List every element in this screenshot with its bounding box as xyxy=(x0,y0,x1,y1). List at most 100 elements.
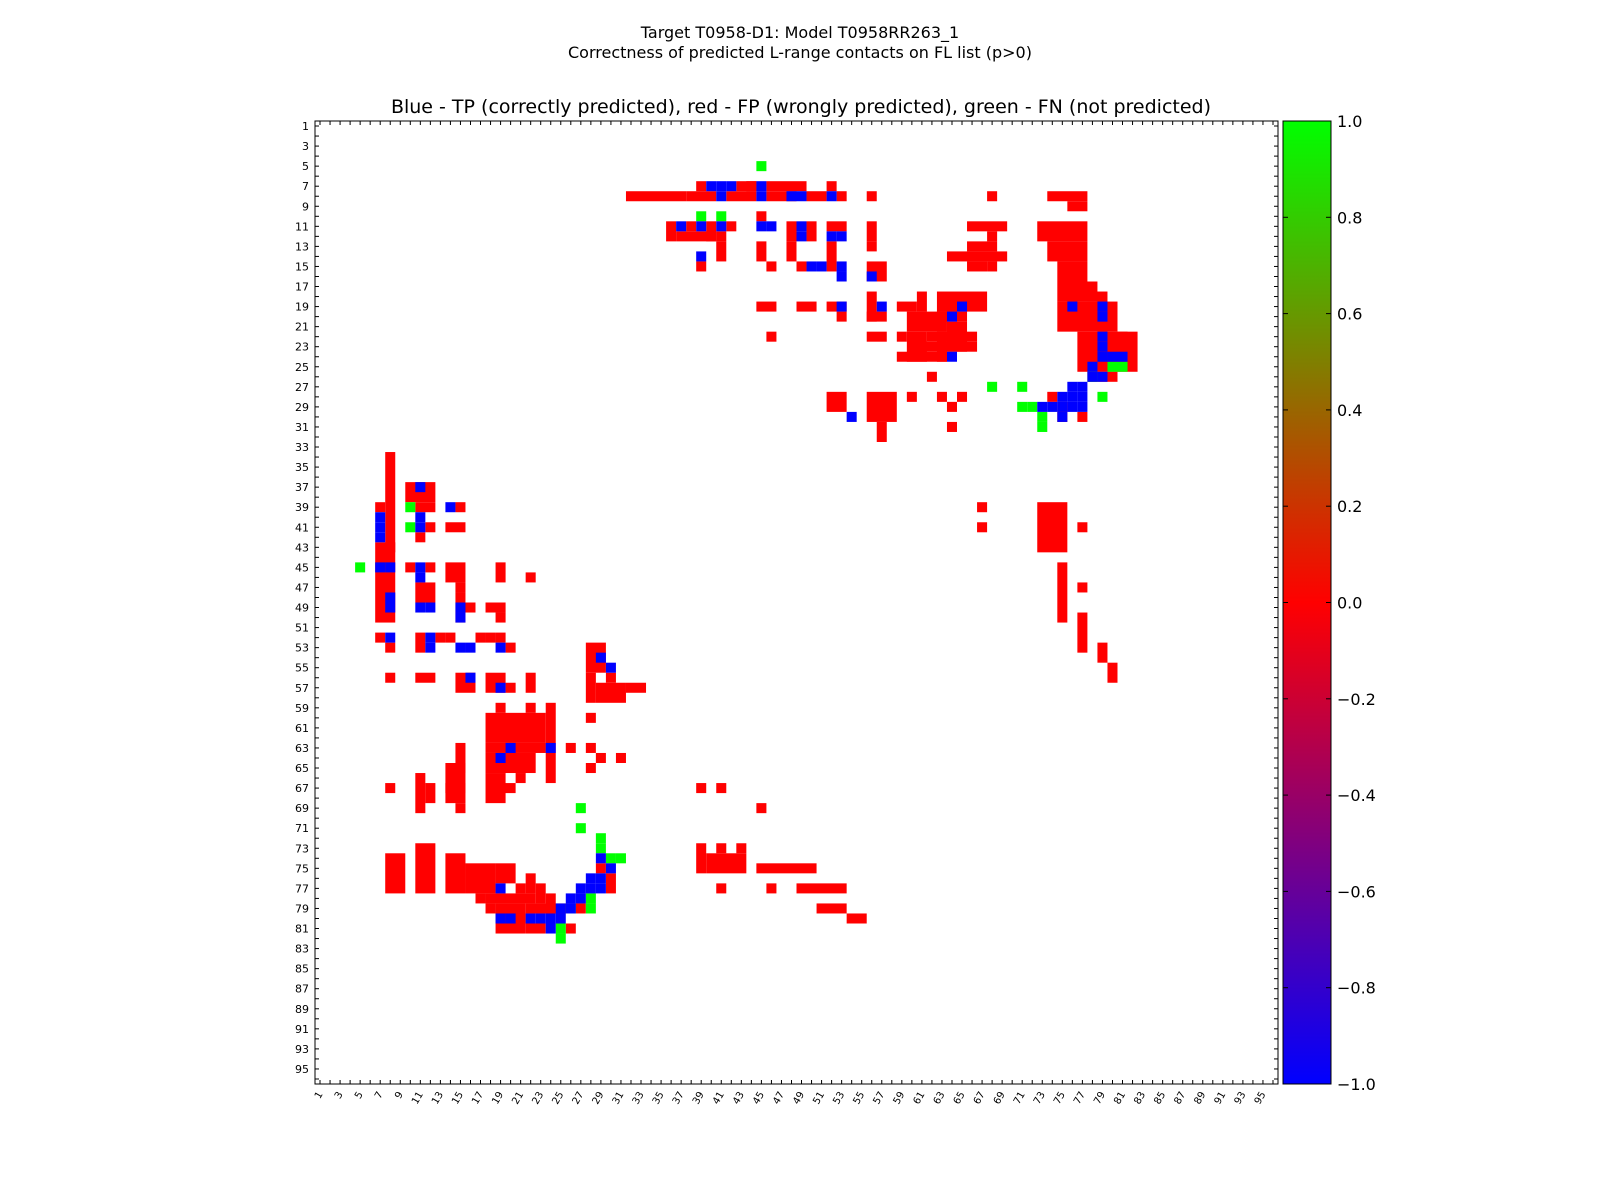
cell-fn xyxy=(756,161,767,172)
y-tick-label: 35 xyxy=(295,461,309,474)
cell-tp xyxy=(605,662,616,673)
cell-fp-group xyxy=(1057,301,1118,332)
cell-fp-group xyxy=(806,191,827,202)
cell-fp-group xyxy=(696,843,707,874)
cell-fn xyxy=(696,211,707,222)
cell-fp-group xyxy=(957,391,968,402)
y-tick-label: 45 xyxy=(295,561,309,574)
cell-fp-group xyxy=(766,883,777,894)
cell-fp-group xyxy=(696,181,707,192)
cell-fp-group xyxy=(696,261,707,272)
y-tick-label: 65 xyxy=(295,762,309,775)
cell-tp xyxy=(495,913,506,924)
cell-fp-group xyxy=(535,883,546,904)
cell-fp-group xyxy=(455,502,466,513)
cell-fp-group xyxy=(686,221,697,232)
x-tick-label: 33 xyxy=(631,1090,647,1107)
y-tick-label: 7 xyxy=(302,180,309,193)
cell-tp xyxy=(495,682,506,693)
cell-fp-group xyxy=(896,331,907,342)
cell-tp xyxy=(415,512,426,523)
y-tick-label: 63 xyxy=(295,742,309,755)
cell-tp xyxy=(1057,411,1068,422)
cell-tp xyxy=(455,612,466,623)
cell-fp-group xyxy=(385,783,396,794)
cell-fp-group xyxy=(1047,191,1088,202)
cell-fp-group xyxy=(495,863,516,884)
cell-fn xyxy=(585,893,596,904)
cell-fp-group xyxy=(445,522,466,533)
y-tick-label: 49 xyxy=(295,602,309,615)
y-tick-label: 67 xyxy=(295,782,309,795)
cell-fp-group xyxy=(485,632,496,643)
y-tick-label: 31 xyxy=(295,421,309,434)
y-tick-label: 91 xyxy=(295,1023,309,1036)
cell-fp-group xyxy=(1067,201,1088,212)
x-tick-label: 1 xyxy=(313,1090,326,1101)
cell-fp-group xyxy=(475,632,486,643)
cell-tp xyxy=(796,221,807,232)
cell-fp-group xyxy=(425,562,436,573)
x-tick-label: 35 xyxy=(651,1090,667,1107)
colorbar-tick-label: 0.2 xyxy=(1337,497,1362,516)
cell-fn xyxy=(405,502,416,513)
cell-fp-group xyxy=(936,331,947,362)
cell-tp xyxy=(806,261,817,272)
cell-fp-group xyxy=(686,191,717,202)
x-tick-label: 15 xyxy=(450,1090,466,1107)
cell-tp xyxy=(555,903,566,914)
cell-tp xyxy=(595,873,606,884)
cell-fp-group xyxy=(1077,612,1088,653)
cell-fp-group xyxy=(716,241,727,262)
y-tick-label: 33 xyxy=(295,441,309,454)
cell-tp xyxy=(866,271,877,282)
cell-fp-group xyxy=(415,502,436,513)
cell-tp xyxy=(1057,391,1068,402)
cell-fn xyxy=(595,833,606,844)
x-tick-label: 23 xyxy=(530,1090,546,1107)
cell-fp-group xyxy=(666,221,677,242)
y-tick-label: 95 xyxy=(295,1063,309,1076)
cell-tp xyxy=(385,632,396,643)
x-tick-label: 9 xyxy=(393,1090,406,1101)
y-tick-label: 53 xyxy=(295,642,309,655)
cell-tp xyxy=(445,502,456,513)
cell-fp-group xyxy=(1037,502,1068,553)
cell-tp xyxy=(455,602,466,613)
cell-fp-group xyxy=(1087,291,1108,302)
cell-tp xyxy=(575,893,586,904)
cell-fp-group xyxy=(946,421,957,432)
cell-tp xyxy=(465,672,476,683)
cell-tp xyxy=(425,632,436,643)
plot-area-frame xyxy=(314,120,1279,1085)
cell-tp xyxy=(716,221,727,232)
x-axis-tick-labels: 1 3 5 7 9 11 13 15 17 19 21 23 25 27 29 31 33 35 37 39 41 43 4… xyxy=(313,1090,1269,1107)
heatmap-cells xyxy=(355,161,1138,944)
cell-fp-group xyxy=(916,291,927,312)
x-tick-label: 71 xyxy=(1012,1090,1028,1107)
cell-tp xyxy=(555,913,566,924)
cell-fp-group xyxy=(866,241,877,252)
cell-fp-group xyxy=(515,883,526,894)
y-tick-label: 43 xyxy=(295,541,309,554)
cell-tp xyxy=(385,562,396,573)
cell-fn xyxy=(355,562,366,573)
cell-tp xyxy=(756,181,767,192)
cell-tp xyxy=(385,602,396,613)
cell-tp xyxy=(816,261,827,272)
cell-fp-group xyxy=(876,421,887,442)
cell-tp xyxy=(415,572,426,583)
x-tick-label: 63 xyxy=(932,1090,948,1107)
cell-fp-group xyxy=(987,261,998,272)
cell-fp-group xyxy=(756,803,767,814)
y-tick-label: 11 xyxy=(295,220,309,233)
cell-tp xyxy=(1047,401,1058,412)
y-tick-label: 85 xyxy=(295,963,309,976)
cell-fn xyxy=(1037,421,1048,432)
cell-fp-group xyxy=(495,702,506,713)
cell-fp-group xyxy=(1047,241,1088,262)
cell-fp-group xyxy=(756,211,767,222)
cell-tp xyxy=(696,251,707,262)
x-tick-label: 85 xyxy=(1152,1090,1168,1107)
